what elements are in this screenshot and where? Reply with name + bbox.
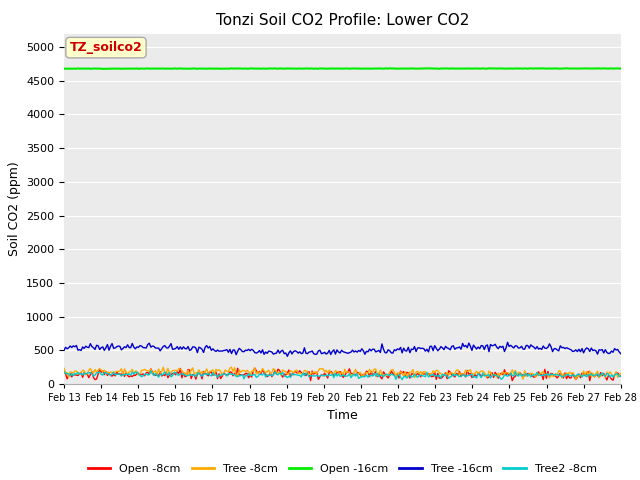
Open -16cm [228,65,236,71]
Open -16cm [424,65,432,71]
Tree2 -8cm [60,369,68,375]
Tree -16cm [254,349,262,355]
Open -8cm [244,375,252,381]
Tree -8cm [589,370,596,376]
Title: Tonzi Soil CO2 Profile: Lower CO2: Tonzi Soil CO2 Profile: Lower CO2 [216,13,469,28]
Text: TZ_soilco2: TZ_soilco2 [70,41,142,54]
Tree2 -8cm [617,373,625,379]
Open -16cm [305,66,313,72]
Tree -16cm [504,339,511,345]
Open -16cm [60,66,68,72]
Open -8cm [129,373,136,379]
Open -16cm [134,66,142,72]
Tree -8cm [129,367,136,372]
Tree -8cm [228,364,236,370]
Open -16cm [617,66,625,72]
Tree -16cm [617,351,625,357]
Tree -16cm [129,341,136,347]
Tree -16cm [305,349,313,355]
Tree2 -8cm [246,372,254,378]
Line: Tree -8cm: Tree -8cm [64,367,621,379]
Tree2 -8cm [228,371,236,377]
Tree -16cm [226,347,234,352]
Open -8cm [255,369,263,374]
Tree -8cm [305,372,313,377]
Line: Tree2 -8cm: Tree2 -8cm [64,371,621,380]
Tree -8cm [255,370,263,375]
Open -8cm [589,372,596,377]
Tree2 -8cm [147,368,155,373]
Open -8cm [226,369,234,375]
Open -8cm [617,373,625,379]
Open -8cm [60,369,68,375]
Tree -16cm [244,347,252,352]
Tree2 -8cm [305,374,313,380]
Tree -8cm [226,365,234,371]
Tree -8cm [60,365,68,371]
Open -8cm [307,378,314,384]
Tree2 -8cm [129,369,136,375]
Tree -8cm [572,376,580,382]
Open -8cm [251,365,259,371]
Tree2 -8cm [255,372,263,377]
Tree -8cm [246,372,254,378]
Line: Open -8cm: Open -8cm [64,368,621,381]
Open -16cm [589,66,596,72]
Open -16cm [246,66,254,72]
Tree -16cm [284,353,291,359]
Open -16cm [255,66,263,72]
Tree2 -8cm [398,377,406,383]
Open -8cm [305,369,313,374]
Open -16cm [129,66,136,72]
Line: Open -16cm: Open -16cm [64,68,621,69]
Legend: Open -8cm, Tree -8cm, Open -16cm, Tree -16cm, Tree2 -8cm: Open -8cm, Tree -8cm, Open -16cm, Tree -… [84,460,601,479]
Tree -8cm [617,371,625,376]
X-axis label: Time: Time [327,408,358,421]
Tree -16cm [60,348,68,353]
Line: Tree -16cm: Tree -16cm [64,342,621,356]
Y-axis label: Soil CO2 (ppm): Soil CO2 (ppm) [8,161,20,256]
Tree2 -8cm [589,373,596,379]
Tree -16cm [589,348,596,353]
